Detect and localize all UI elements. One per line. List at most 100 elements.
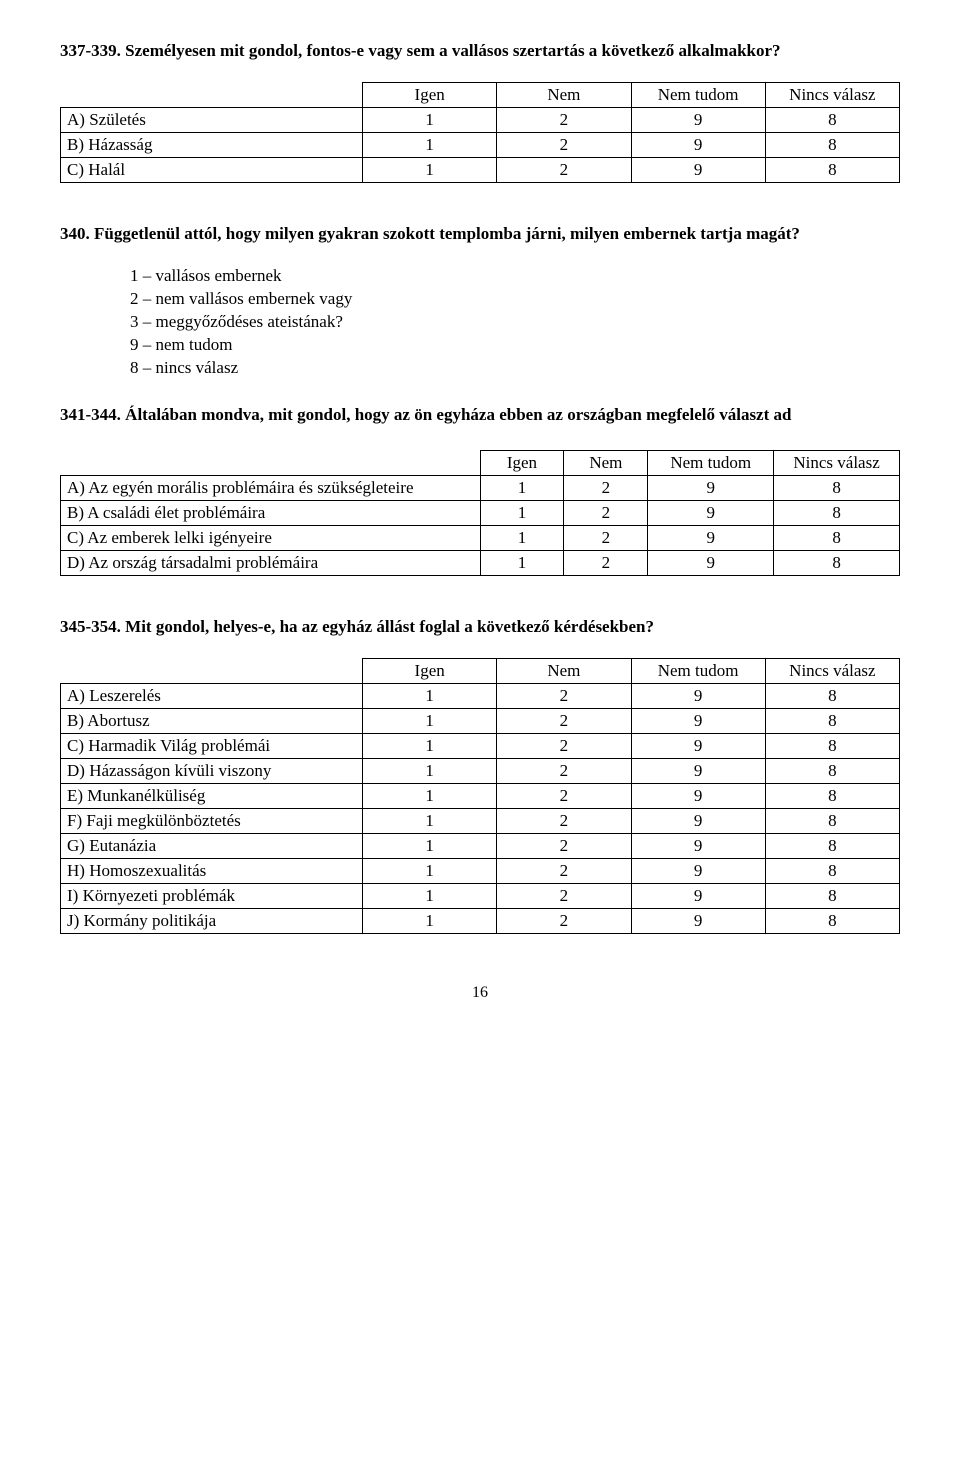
table-cell: 9: [631, 909, 765, 934]
table-row-label: F) Faji megkülönböztetés: [61, 809, 363, 834]
table-row-label: H) Homoszexualitás: [61, 859, 363, 884]
table-cell: 8: [774, 500, 900, 525]
page-number-text: 16: [472, 984, 488, 1001]
table-cell: 9: [631, 133, 765, 158]
table-cell: 1: [480, 475, 564, 500]
table-cell: 2: [497, 684, 631, 709]
table-cell: 9: [631, 884, 765, 909]
table-cell: 9: [631, 834, 765, 859]
table-cell: 9: [631, 709, 765, 734]
table-cell: 1: [480, 550, 564, 575]
table-row: E) Munkanélküliség1298: [61, 784, 900, 809]
q345-table: IgenNemNem tudomNincs válaszA) Leszerelé…: [60, 658, 900, 934]
table-cell: 8: [765, 684, 899, 709]
table-header-cell: Nem tudom: [648, 450, 774, 475]
table-row: C) Halál1298: [61, 158, 900, 183]
table-row-label: A) Születés: [61, 108, 363, 133]
table-cell: 8: [765, 834, 899, 859]
table-row-label: C) Halál: [61, 158, 363, 183]
table-cell: 1: [363, 884, 497, 909]
table-cell: 2: [497, 734, 631, 759]
table-header-cell: Nincs válasz: [765, 659, 899, 684]
q340-heading: 340. Függetlenül attól, hogy milyen gyak…: [60, 223, 900, 245]
table-cell: 8: [765, 108, 899, 133]
table-row: C) Harmadik Világ problémái1298: [61, 734, 900, 759]
table-cell: 8: [765, 809, 899, 834]
table-row: F) Faji megkülönböztetés1298: [61, 809, 900, 834]
option-line: 3 – meggyőződéses ateistának?: [130, 311, 900, 334]
table-row-label: J) Kormány politikája: [61, 909, 363, 934]
table-header-cell: Nincs válasz: [774, 450, 900, 475]
table-cell: 1: [363, 909, 497, 934]
table-row: A) Leszerelés1298: [61, 684, 900, 709]
table-cell: 8: [765, 133, 899, 158]
table-cell: 1: [363, 734, 497, 759]
table-cell: 2: [564, 475, 648, 500]
table-cell: 8: [765, 709, 899, 734]
table-cell: 2: [497, 784, 631, 809]
table-cell: 1: [363, 784, 497, 809]
table-cell: 8: [765, 759, 899, 784]
table-cell: 8: [765, 784, 899, 809]
table-row: A) Születés1298: [61, 108, 900, 133]
option-line: 1 – vallásos embernek: [130, 265, 900, 288]
table-cell: 9: [631, 684, 765, 709]
table-cell: 1: [363, 684, 497, 709]
table-row: H) Homoszexualitás1298: [61, 859, 900, 884]
table-cell: 2: [497, 834, 631, 859]
table-row-label: B) A családi élet problémáira: [61, 500, 481, 525]
table-cell: 8: [765, 734, 899, 759]
table-cell: 9: [648, 475, 774, 500]
q345-heading: 345-354. Mit gondol, helyes-e, ha az egy…: [60, 616, 900, 638]
table-cell: 2: [497, 709, 631, 734]
table-cell: 1: [480, 525, 564, 550]
q340-heading-text: 340. Függetlenül attól, hogy milyen gyak…: [60, 224, 800, 243]
option-line: 9 – nem tudom: [130, 334, 900, 357]
table-header-cell: Nem: [497, 659, 631, 684]
table-cell: 9: [631, 108, 765, 133]
table-cell: 2: [564, 525, 648, 550]
table-header-cell: Nem tudom: [631, 83, 765, 108]
table-row: G) Eutanázia1298: [61, 834, 900, 859]
table-row: C) Az emberek lelki igényeire1298: [61, 525, 900, 550]
table-cell: 1: [363, 108, 497, 133]
table-cell: 2: [497, 884, 631, 909]
table-cell: 9: [631, 784, 765, 809]
table-cell: 9: [631, 158, 765, 183]
table-cell: 9: [648, 550, 774, 575]
table-row: J) Kormány politikája1298: [61, 909, 900, 934]
table-row: I) Környezeti problémák1298: [61, 884, 900, 909]
option-line: 2 – nem vallásos embernek vagy: [130, 288, 900, 311]
table-row-label: C) Az emberek lelki igényeire: [61, 525, 481, 550]
table-cell: 2: [497, 809, 631, 834]
q337-heading: 337-339. Személyesen mit gondol, fontos-…: [60, 40, 900, 62]
table-header-cell: Nem: [564, 450, 648, 475]
table-cell: 2: [497, 133, 631, 158]
table-row: B) Abortusz1298: [61, 709, 900, 734]
table-row: B) Házasság1298: [61, 133, 900, 158]
table-cell: 8: [774, 525, 900, 550]
table-cell: 9: [648, 525, 774, 550]
table-cell: 8: [765, 859, 899, 884]
table-cell: 8: [765, 909, 899, 934]
table-row: D) Az ország társadalmi problémáira1298: [61, 550, 900, 575]
table-header-blank: [61, 659, 363, 684]
table-cell: 1: [480, 500, 564, 525]
table-cell: 2: [497, 759, 631, 784]
table-row-label: G) Eutanázia: [61, 834, 363, 859]
table-header-cell: Nem: [497, 83, 631, 108]
table-row-label: A) Az egyén morális problémáira és szüks…: [61, 475, 481, 500]
table-cell: 8: [765, 884, 899, 909]
table-row-label: B) Házasság: [61, 133, 363, 158]
q341-table: IgenNemNem tudomNincs válasz A) Az egyén …: [60, 450, 900, 576]
table-header-cell: Igen: [480, 450, 564, 475]
table-cell: 2: [497, 108, 631, 133]
table-cell: 1: [363, 158, 497, 183]
table-header-cell: Nincs válasz: [765, 83, 899, 108]
table-cell: 1: [363, 759, 497, 784]
table-row-label: A) Leszerelés: [61, 684, 363, 709]
table-cell: 1: [363, 834, 497, 859]
table-row-label: D) Házasságon kívüli viszony: [61, 759, 363, 784]
q341-heading-text: 341-344. Általában mondva, mit gondol, h…: [60, 405, 791, 424]
table-cell: 2: [564, 500, 648, 525]
